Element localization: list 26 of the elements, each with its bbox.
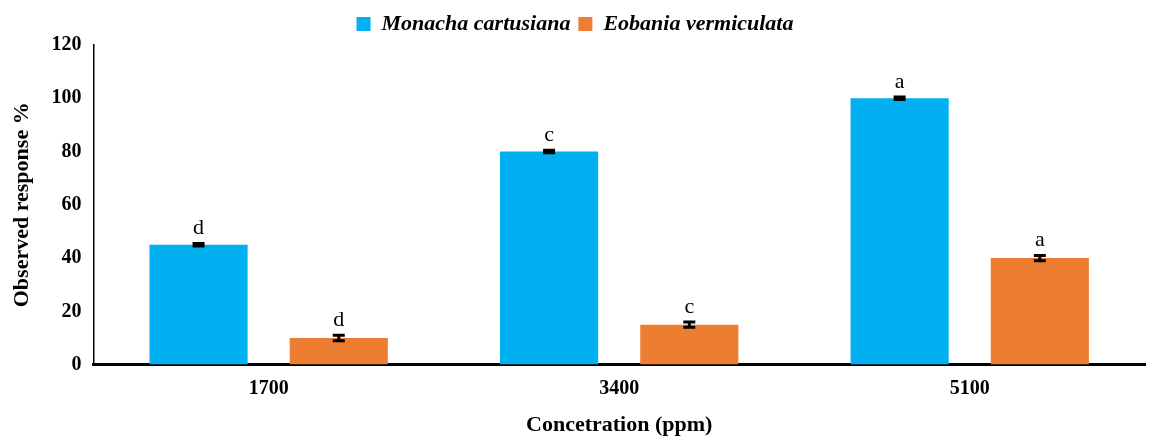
- bar: [149, 244, 248, 365]
- x-tick-label: 3400: [599, 375, 640, 398]
- x-axis-title: Concetration (ppm): [526, 411, 713, 437]
- bar: [990, 258, 1089, 365]
- y-tick-label: 20: [61, 298, 82, 321]
- y-tick-label: 120: [51, 32, 82, 55]
- legend-label: Monacha cartusiana: [380, 9, 571, 35]
- y-tick-label: 40: [61, 245, 82, 268]
- legend-label: Eobania vermiculata: [602, 9, 794, 35]
- y-tick-label: 100: [51, 85, 82, 108]
- y-tick-label: 60: [61, 191, 82, 214]
- data-label: a: [894, 67, 905, 93]
- y-tick-label: 80: [61, 138, 82, 161]
- y-tick-label: 0: [71, 351, 82, 374]
- data-label: c: [684, 292, 695, 318]
- bar: [289, 337, 388, 365]
- bar: [500, 151, 599, 365]
- data-label: d: [193, 214, 205, 240]
- data-label: a: [1034, 226, 1045, 252]
- data-label: c: [544, 120, 555, 146]
- bar: [850, 98, 949, 365]
- data-label: d: [333, 306, 345, 332]
- x-tick-label: 5100: [949, 375, 990, 398]
- y-axis-title: Observed response %: [7, 102, 33, 308]
- x-tick-label: 1700: [248, 375, 289, 398]
- bar: [640, 324, 739, 365]
